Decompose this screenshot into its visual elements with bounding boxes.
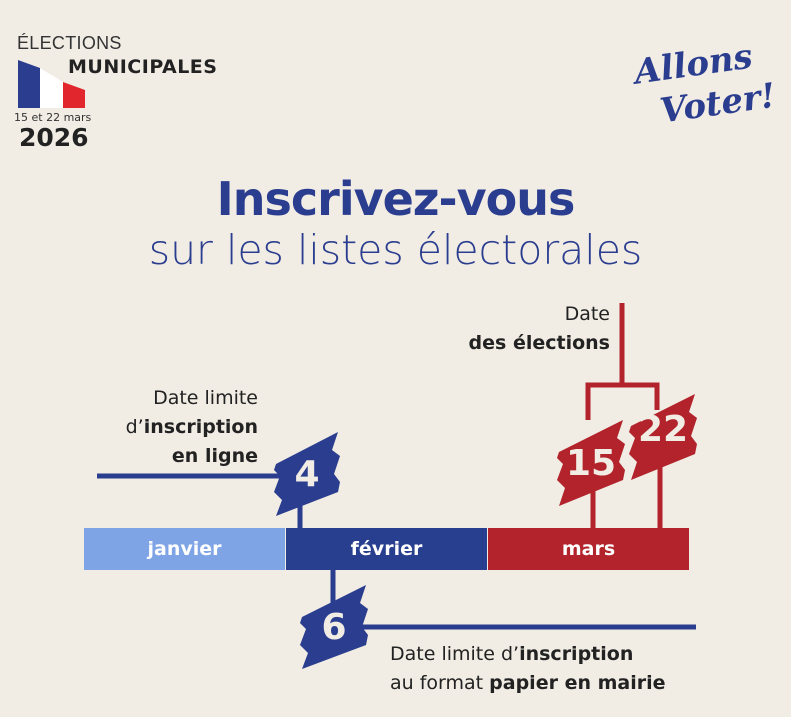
online-line2-bold: inscription xyxy=(143,416,258,438)
paper-line2-pre: au format xyxy=(390,672,490,694)
online-line2-pre: d’ xyxy=(125,416,144,438)
page-subtitle: sur les listes électorales xyxy=(148,226,643,274)
election-line2: des élections xyxy=(468,332,610,354)
online-line3: en ligne xyxy=(171,445,258,467)
day-badge-15: 15 xyxy=(555,418,627,508)
online-line1: Date limite xyxy=(153,387,258,409)
day-badge-22: 22 xyxy=(627,392,699,482)
day-badge-4: 4 xyxy=(272,430,342,518)
day-6: 6 xyxy=(321,606,347,648)
paper-line1-bold: inscription xyxy=(519,643,634,665)
paper-line2-bold: papier en mairie xyxy=(489,672,666,694)
page-title: Inscrivez-vous xyxy=(216,172,576,226)
month-mars: mars xyxy=(488,528,689,570)
day-15: 15 xyxy=(565,442,617,484)
election-dates: 15 et 22 mars xyxy=(14,111,92,124)
online-deadline-label: Date limite d’inscription en ligne xyxy=(126,384,258,471)
french-flag-icon xyxy=(18,60,85,108)
day-badge-6: 6 xyxy=(298,583,370,671)
month-janvier: janvier xyxy=(84,528,285,570)
election-date-label: Date des élections xyxy=(469,300,610,358)
paper-line1-pre: Date limite d’ xyxy=(390,643,520,665)
day-22: 22 xyxy=(637,408,689,450)
election-year: 2026 xyxy=(19,123,89,152)
day-4: 4 xyxy=(294,453,320,495)
election-line1: Date xyxy=(564,303,610,325)
elections-label: ÉLECTIONS xyxy=(17,33,122,53)
paper-deadline-label: Date limite d’inscription au format papi… xyxy=(390,640,666,698)
municipales-label: MUNICIPALES xyxy=(68,56,218,78)
month-fevrier: février xyxy=(286,528,487,570)
